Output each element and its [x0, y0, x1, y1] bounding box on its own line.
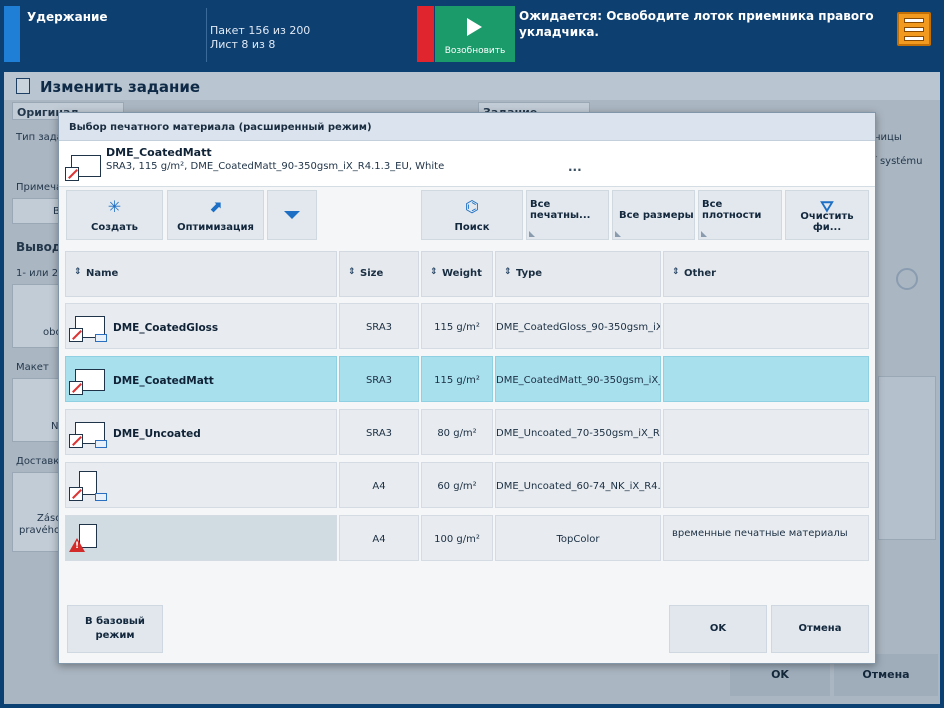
right-value: í systému — [874, 156, 923, 167]
warning-media-icon: ! — [69, 524, 107, 556]
media-icon — [69, 312, 107, 344]
table-cell[interactable]: 60 g/m² — [421, 462, 493, 508]
table-cell[interactable] — [663, 409, 869, 455]
dialog-cancel-button[interactable]: Отмена — [771, 605, 869, 653]
dialog-ok-button[interactable]: OK — [669, 605, 767, 653]
chevron-down-icon — [284, 211, 300, 219]
wand-icon: ⬈ — [208, 197, 223, 216]
sort-icon: ⇕ — [348, 267, 356, 277]
create-button[interactable]: ✳ Создать — [66, 190, 163, 240]
table-cell[interactable]: A4 — [339, 515, 419, 561]
table-cell[interactable] — [663, 356, 869, 402]
layout-label: Макет — [16, 362, 49, 373]
sheet-counter: Лист 8 из 8 — [210, 38, 276, 51]
table-cell[interactable]: TopColor — [495, 515, 661, 561]
sort-icon: ⇕ — [74, 267, 82, 277]
table-cell[interactable]: A4 — [339, 462, 419, 508]
table-cell[interactable] — [663, 462, 869, 508]
printer-state: Удержание — [27, 10, 108, 24]
preview-area — [878, 376, 936, 540]
status-message: Ожидается: Освободите лоток приемника пр… — [519, 9, 874, 39]
sort-icon: ⇕ — [504, 267, 512, 277]
table-cell[interactable]: 80 g/m² — [421, 409, 493, 455]
note-label: Примеча — [16, 182, 63, 193]
table-row[interactable] — [65, 462, 337, 508]
selected-media-name: DME_CoatedMatt — [106, 146, 212, 159]
table-row[interactable]: ! — [65, 515, 337, 561]
column-header-name[interactable]: ⇕ Name — [65, 251, 337, 297]
sides-button[interactable]: obou — [12, 284, 68, 348]
search-icon[interactable] — [896, 268, 918, 290]
column-header-other[interactable]: ⇕ Other — [663, 251, 869, 297]
more-options-icon[interactable]: ... — [568, 160, 582, 174]
media-icon — [69, 365, 107, 397]
basic-mode-button[interactable]: В базовый режим — [67, 605, 163, 653]
output-tray-icon[interactable] — [897, 12, 931, 46]
media-icon — [69, 471, 107, 503]
dialog-title: Выбор печатного материала (расширенный р… — [59, 113, 875, 141]
table-cell[interactable]: SRA3 — [339, 409, 419, 455]
search-button[interactable]: ⌬ Поиск — [421, 190, 523, 240]
filter-weights[interactable]: Все плотности — [698, 190, 782, 240]
table-cell[interactable]: 100 g/m² — [421, 515, 493, 561]
type-label: Тип зада — [16, 132, 63, 143]
table-row[interactable]: DME_Uncoated — [65, 409, 337, 455]
table-cell[interactable]: DME_Uncoated_70-350gsm_iX_R4... — [495, 409, 661, 455]
optimize-button[interactable]: ⬈ Оптимизация — [167, 190, 264, 240]
clear-filter-icon: ⛛ — [820, 197, 834, 216]
play-icon — [467, 18, 482, 36]
layout-button[interactable]: No — [12, 378, 65, 442]
delivery-button[interactable]: Zásob pravého s — [12, 472, 69, 552]
table-row[interactable]: DME_CoatedGloss — [65, 303, 337, 349]
media-selection-dialog: Выбор печатного материала (расширенный р… — [58, 112, 876, 664]
binoculars-icon: ⌬ — [465, 197, 479, 216]
resume-button[interactable]: Возобновить — [435, 6, 515, 62]
error-indicator — [417, 6, 434, 62]
page-title: Изменить задание — [40, 78, 201, 96]
job-counters: Пакет 156 из 200 Лист 8 из 8 — [210, 24, 310, 52]
table-cell[interactable]: SRA3 — [339, 356, 419, 402]
sparkle-icon: ✳ — [107, 197, 122, 216]
selected-media-info: DME_CoatedMatt SRA3, 115 g/m², DME_Coate… — [59, 141, 875, 187]
media-icon — [65, 151, 103, 183]
panel-header: Изменить задание — [4, 72, 940, 100]
right-label: ницы — [874, 132, 902, 143]
table-cell[interactable]: 115 g/m² — [421, 356, 493, 402]
edit-job-icon — [16, 78, 30, 94]
divider — [206, 8, 207, 62]
status-bar: Удержание Пакет 156 из 200 Лист 8 из 8 В… — [0, 0, 944, 70]
table-row-selected[interactable]: DME_CoatedMatt — [65, 356, 337, 402]
sides-label: 1- или 2- — [16, 268, 62, 279]
table-cell[interactable]: DME_Uncoated_60-74_NK_iX_R4.5 — [495, 462, 661, 508]
resume-label: Возобновить — [444, 46, 506, 56]
sort-icon: ⇕ — [430, 267, 438, 277]
table-cell[interactable]: DME_CoatedMatt_90-350gsm_iX_... — [495, 356, 661, 402]
output-label: Вывод — [16, 240, 62, 254]
table-cell[interactable]: DME_CoatedGloss_90-350gsm_iX... — [495, 303, 661, 349]
delivery-label: Доставка — [16, 456, 66, 467]
status-indicator — [4, 6, 20, 62]
table-cell[interactable]: 115 g/m² — [421, 303, 493, 349]
filter-sizes[interactable]: Все размеры — [612, 190, 695, 240]
packet-counter: Пакет 156 из 200 — [210, 24, 311, 37]
table-cell[interactable]: SRA3 — [339, 303, 419, 349]
column-header-type[interactable]: ⇕ Type — [495, 251, 661, 297]
filter-media[interactable]: Все печатны... — [526, 190, 609, 240]
media-icon — [69, 418, 107, 450]
clear-filter-button[interactable]: ⛛ Очистить фи... — [785, 190, 869, 240]
note-button[interactable]: B — [12, 198, 62, 224]
table-cell[interactable] — [663, 303, 869, 349]
sort-icon: ⇕ — [672, 267, 680, 277]
column-header-size[interactable]: ⇕ Size — [339, 251, 419, 297]
column-header-weight[interactable]: ⇕ Weight — [421, 251, 493, 297]
table-cell[interactable]: временные печатные материалы — [663, 515, 869, 561]
selected-media-description: SRA3, 115 g/m², DME_CoatedMatt_90-350gsm… — [106, 161, 445, 172]
more-actions-dropdown[interactable] — [267, 190, 317, 240]
